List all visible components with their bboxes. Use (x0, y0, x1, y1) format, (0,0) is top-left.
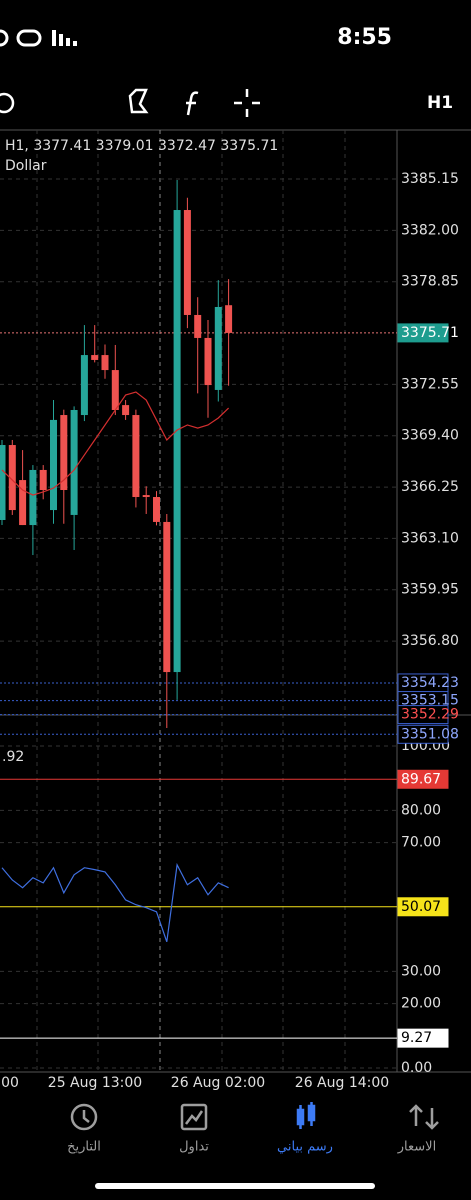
candle-body (225, 305, 233, 333)
level-box (397, 705, 449, 725)
level-label: 3351.08 (401, 726, 459, 742)
level-box (397, 769, 449, 789)
nav-label[interactable]: رسم بياني (277, 1140, 333, 1155)
candle-body (70, 409, 78, 515)
level-label: 3375.71 (401, 325, 459, 341)
level-box (397, 897, 449, 917)
y-tick-label: 70.00 (401, 835, 441, 851)
nav-label[interactable]: التاريخ (67, 1140, 101, 1155)
level-box (397, 724, 449, 744)
level-label: 3353.15 (401, 693, 459, 709)
y-tick-label: 20.00 (401, 996, 441, 1012)
moving-average (1, 391, 230, 496)
level-label: 9.27 (401, 1030, 432, 1046)
history-icon-hand[interactable] (82, 1110, 90, 1123)
indicator-label: .92 (2, 749, 24, 765)
y-tick-label: 0.00 (401, 1060, 432, 1076)
candle-body (163, 521, 171, 673)
status-icons (0, 29, 77, 47)
timeframe[interactable]: H1 (427, 93, 453, 113)
candle-body (29, 469, 37, 526)
candle-body (80, 355, 88, 416)
y-tick-label: 30.00 (401, 963, 441, 979)
y-tick-label: 3369.40 (401, 428, 459, 444)
crosshair-icon[interactable] (234, 89, 260, 117)
trade-icon-line[interactable] (185, 1110, 204, 1125)
objects-icon[interactable] (128, 88, 149, 114)
toolbar-icon[interactable] (0, 92, 15, 114)
candle-body (60, 415, 68, 491)
nav-label[interactable]: الاسعار (397, 1140, 436, 1155)
nav-label[interactable]: تداول (179, 1140, 209, 1155)
quotes-icon[interactable] (409, 1104, 439, 1130)
level-box (397, 1028, 449, 1048)
nav-icons[interactable] (70, 1102, 439, 1131)
home-indicator (95, 1183, 375, 1189)
candle-body (153, 497, 160, 522)
candle-body (50, 419, 57, 511)
candle-body (122, 405, 130, 416)
candle-body (173, 210, 181, 673)
level-label: 89.67 (401, 771, 441, 787)
candle-body (19, 480, 27, 526)
trade-icon[interactable] (180, 1103, 208, 1131)
candle-body (111, 370, 119, 410)
level-label: 3352.29 (401, 707, 459, 723)
toolbar-icons[interactable] (0, 88, 260, 117)
level-label: 50.07 (401, 899, 441, 915)
candle-body (204, 337, 212, 386)
candle-body (0, 445, 6, 520)
level-box (397, 323, 449, 343)
x-tick-label: 00 (1, 1075, 19, 1091)
y-tick-label: 80.00 (401, 802, 441, 818)
candle-body (183, 210, 191, 315)
y-tick-label: 3385.15 (401, 171, 459, 187)
chart-header: H1, 3377.41 3379.01 3372.47 3375.71 (5, 138, 278, 154)
y-tick-label: 3378.85 (401, 274, 459, 290)
candle-body (8, 445, 16, 511)
candle-body (194, 314, 202, 338)
x-tick-label: 26 Aug 02:00 (171, 1075, 265, 1091)
chart-icon[interactable] (296, 1102, 316, 1129)
clock: 8:55 (337, 25, 392, 50)
candle-body (91, 355, 99, 360)
x-tick-label: 25 Aug 13:00 (48, 1075, 142, 1091)
y-tick-label: 3382.00 (401, 222, 459, 238)
y-tick-label: 3372.55 (401, 376, 459, 392)
level-label: 3354.23 (401, 675, 459, 691)
y-tick-label: 3366.25 (401, 479, 459, 495)
vertical-grid (36, 130, 346, 1072)
candle-body (142, 495, 150, 498)
x-tick-label: 26 Aug 14:00 (295, 1075, 389, 1091)
candle-body (39, 469, 47, 491)
indicator-line (1, 862, 229, 942)
candle-body (214, 306, 222, 390)
candle-body (132, 415, 140, 498)
y-tick-label: 3363.10 (401, 530, 459, 546)
history-icon[interactable] (70, 1103, 98, 1131)
candle-body (101, 355, 109, 371)
y-tick-label: 3356.80 (401, 633, 459, 649)
indicators-icon[interactable] (186, 91, 199, 116)
y-tick-label: 3359.95 (401, 582, 459, 598)
symbol: Dollar (5, 158, 47, 174)
